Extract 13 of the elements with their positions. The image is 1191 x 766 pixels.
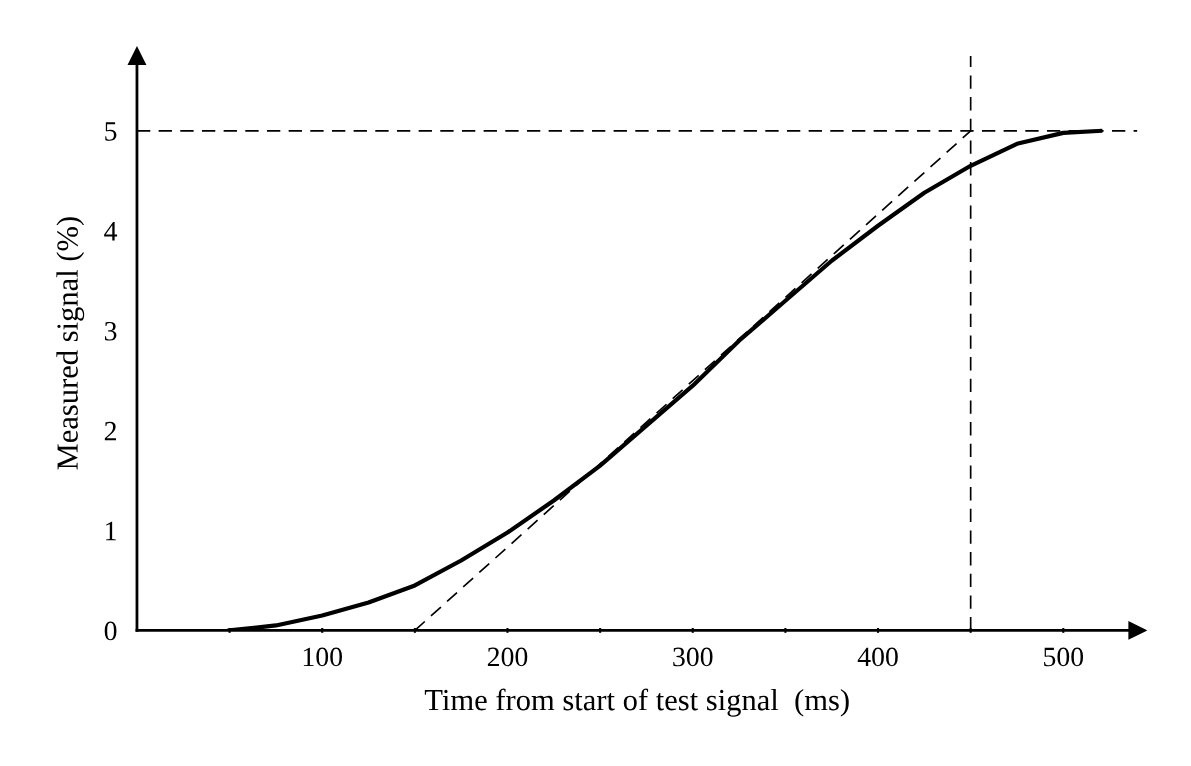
y-tick-label: 2 — [104, 421, 116, 441]
y-axis-title: Measured signal (%) — [56, 217, 85, 470]
y-tick-label: 3 — [104, 321, 117, 341]
y-tick-label: 4 — [104, 222, 118, 241]
y-tick-label: 0 — [104, 621, 117, 641]
x-axis-title: Time from start of test signal (ms) — [424, 688, 849, 717]
x-tick-label: 500 — [1044, 647, 1084, 667]
x-tick-label: 100 — [303, 647, 343, 667]
x-tick-label: 200 — [487, 647, 528, 667]
x-tick-label: 400 — [857, 647, 898, 667]
x-tick-label: 300 — [673, 647, 713, 667]
y-tick-label: 1 — [106, 521, 116, 541]
y-tick-label: 5 — [105, 122, 117, 141]
